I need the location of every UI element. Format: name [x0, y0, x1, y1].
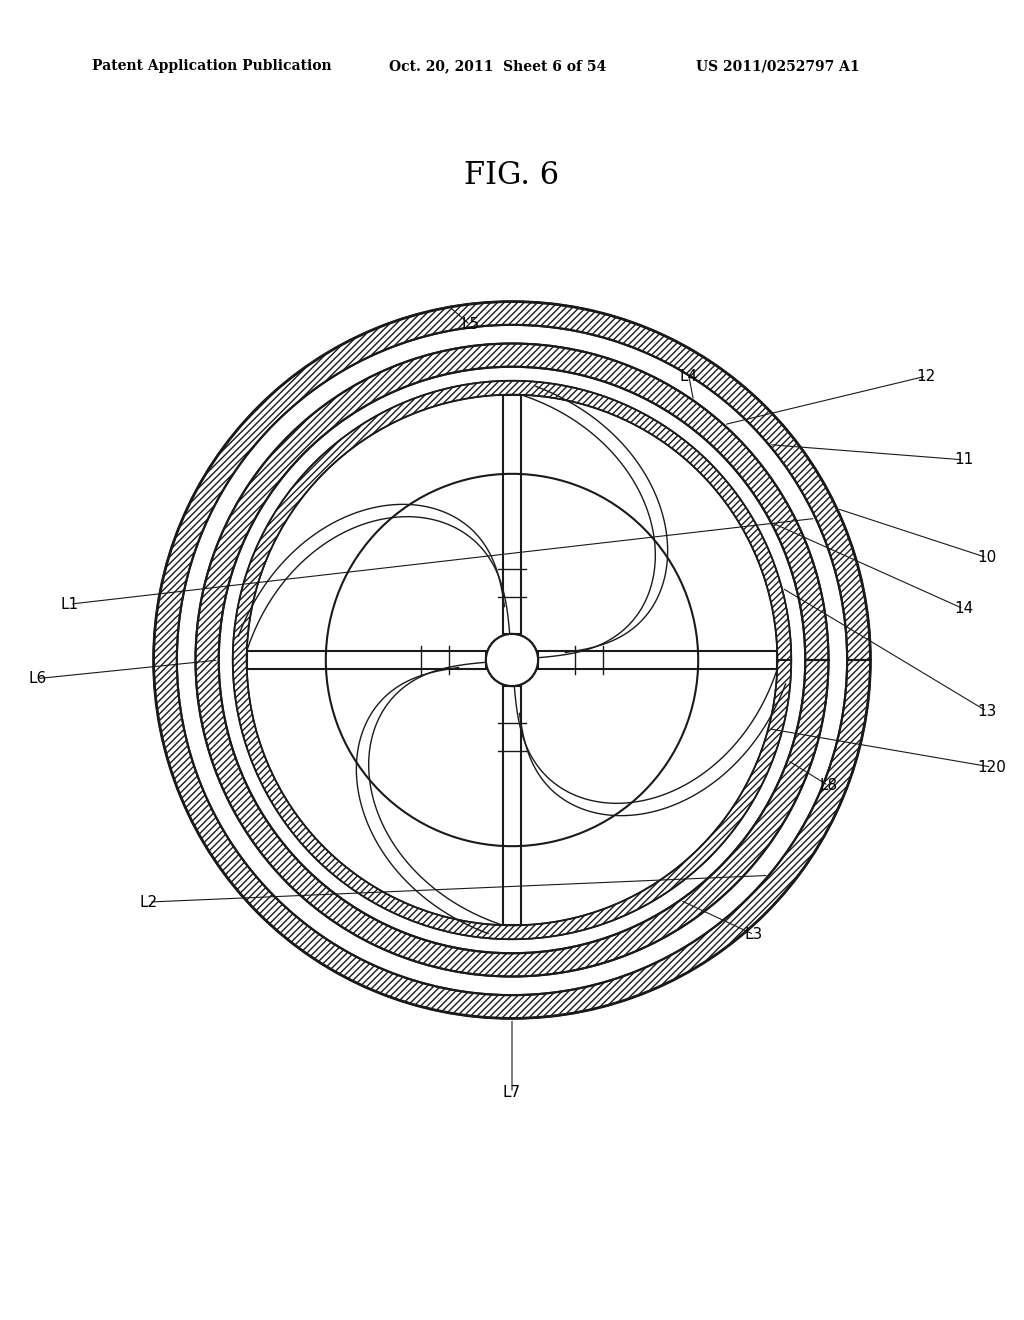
Text: 14: 14	[954, 602, 973, 616]
Text: L2: L2	[140, 895, 158, 909]
Text: FIG. 6: FIG. 6	[465, 161, 559, 191]
Text: L6: L6	[28, 671, 46, 686]
Text: L7: L7	[503, 1085, 521, 1101]
Text: L3: L3	[744, 927, 763, 942]
Text: US 2011/0252797 A1: US 2011/0252797 A1	[696, 59, 860, 74]
Text: L5: L5	[461, 317, 479, 333]
Text: Oct. 20, 2011  Sheet 6 of 54: Oct. 20, 2011 Sheet 6 of 54	[389, 59, 606, 74]
Text: Patent Application Publication: Patent Application Publication	[92, 59, 332, 74]
PathPatch shape	[232, 380, 792, 940]
PathPatch shape	[196, 343, 828, 977]
Text: 10: 10	[977, 550, 996, 565]
Text: 120: 120	[977, 759, 1006, 775]
Text: 11: 11	[954, 453, 973, 467]
Text: 13: 13	[977, 704, 996, 718]
Text: L1: L1	[60, 597, 79, 611]
Text: 12: 12	[916, 368, 936, 384]
PathPatch shape	[154, 301, 870, 1019]
Circle shape	[486, 634, 538, 686]
Text: L8: L8	[819, 779, 838, 793]
Text: L4: L4	[680, 368, 698, 384]
